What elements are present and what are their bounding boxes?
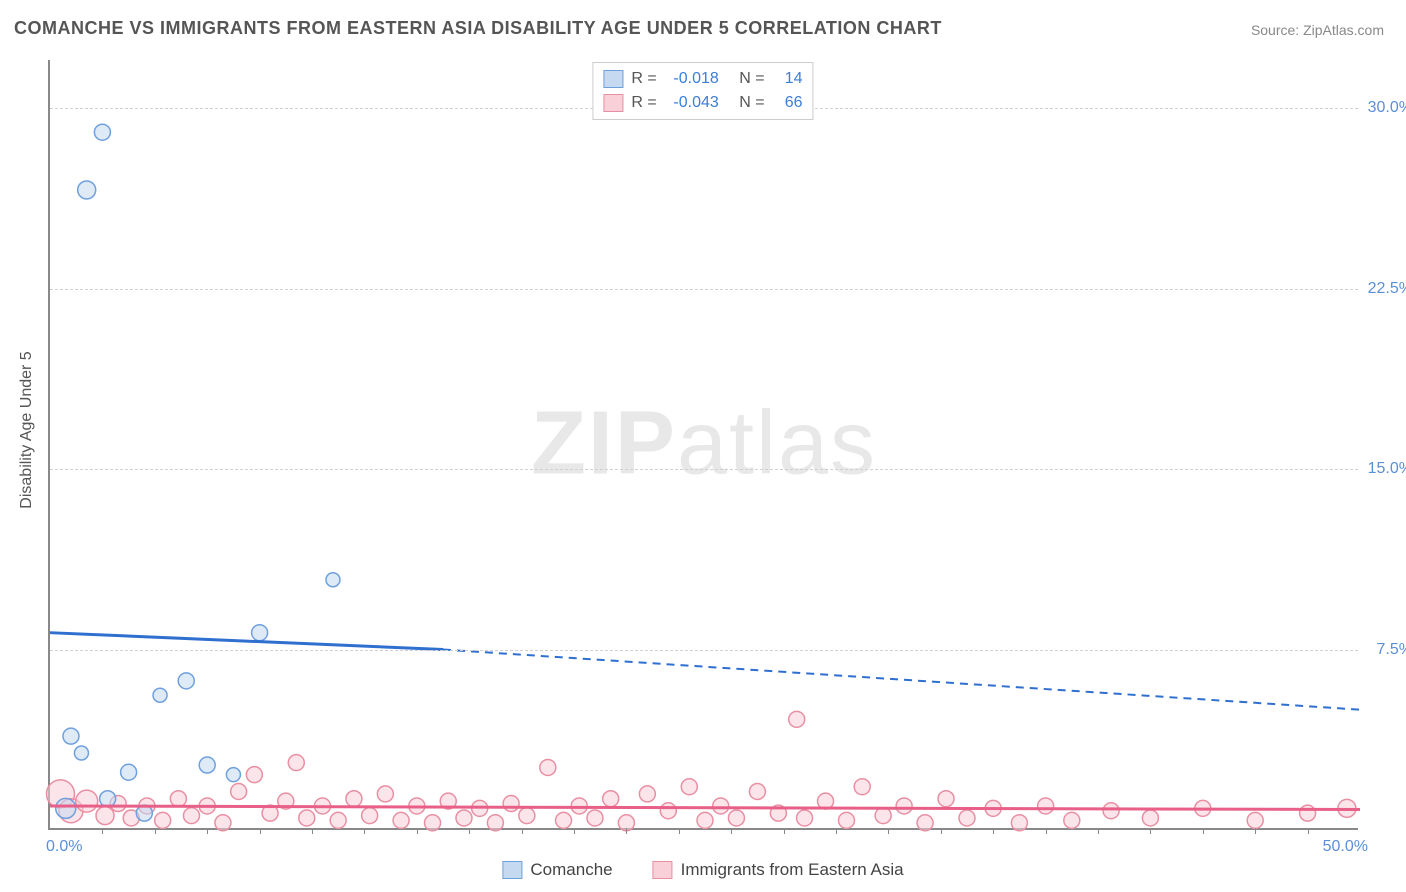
- x-minor-tick: [1046, 828, 1047, 834]
- n-value-1: 14: [773, 67, 803, 91]
- x-tick-left: 0.0%: [46, 838, 82, 856]
- x-minor-tick: [784, 828, 785, 834]
- plot-svg: [50, 60, 1358, 828]
- legend-swatch-1: [502, 861, 522, 879]
- legend-item-1: Comanche: [502, 860, 612, 880]
- r-label-1: R =: [631, 67, 656, 91]
- x-minor-tick: [626, 828, 627, 834]
- stats-row-2: R = -0.043 N = 66: [603, 91, 802, 115]
- gridline: [50, 650, 1358, 651]
- legend-item-2: Immigrants from Eastern Asia: [653, 860, 904, 880]
- y-tick-label: 15.0%: [1368, 460, 1406, 478]
- r-label-2: R =: [631, 91, 656, 115]
- stats-row-1: R = -0.018 N = 14: [603, 67, 802, 91]
- x-minor-tick: [1255, 828, 1256, 834]
- x-minor-tick: [731, 828, 732, 834]
- plot-area: ZIPatlas 0.0% 50.0% 7.5%15.0%22.5%30.0%: [48, 60, 1358, 830]
- x-minor-tick: [1098, 828, 1099, 834]
- x-minor-tick: [836, 828, 837, 834]
- x-tick-right: 50.0%: [1323, 838, 1368, 856]
- x-minor-tick: [260, 828, 261, 834]
- x-minor-tick: [1308, 828, 1309, 834]
- x-minor-tick: [574, 828, 575, 834]
- x-minor-tick: [1150, 828, 1151, 834]
- legend-label-2: Immigrants from Eastern Asia: [681, 860, 904, 880]
- x-minor-tick: [155, 828, 156, 834]
- gridline: [50, 289, 1358, 290]
- x-minor-tick: [993, 828, 994, 834]
- source-label: Source: ZipAtlas.com: [1251, 22, 1384, 38]
- x-minor-tick: [888, 828, 889, 834]
- x-minor-tick: [679, 828, 680, 834]
- swatch-series1: [603, 70, 623, 88]
- y-tick-label: 22.5%: [1368, 280, 1406, 298]
- n-value-2: 66: [773, 91, 803, 115]
- bottom-legend: Comanche Immigrants from Eastern Asia: [502, 860, 903, 880]
- x-minor-tick: [207, 828, 208, 834]
- stats-box: R = -0.018 N = 14 R = -0.043 N = 66: [592, 62, 813, 120]
- y-axis-title: Disability Age Under 5: [18, 351, 36, 508]
- r-value-2: -0.043: [665, 91, 719, 115]
- swatch-series2: [603, 94, 623, 112]
- n-label-2: N =: [739, 91, 764, 115]
- n-label-1: N =: [739, 67, 764, 91]
- y-tick-label: 7.5%: [1377, 641, 1406, 659]
- x-minor-tick: [364, 828, 365, 834]
- x-minor-tick: [417, 828, 418, 834]
- legend-label-1: Comanche: [530, 860, 612, 880]
- x-minor-tick: [522, 828, 523, 834]
- x-minor-tick: [469, 828, 470, 834]
- x-minor-tick: [102, 828, 103, 834]
- r-value-1: -0.018: [665, 67, 719, 91]
- y-tick-label: 30.0%: [1368, 99, 1406, 117]
- x-minor-tick: [1203, 828, 1204, 834]
- chart-container: COMANCHE VS IMMIGRANTS FROM EASTERN ASIA…: [0, 0, 1406, 892]
- legend-swatch-2: [653, 861, 673, 879]
- x-minor-tick: [941, 828, 942, 834]
- x-minor-tick: [312, 828, 313, 834]
- gridline: [50, 469, 1358, 470]
- chart-title: COMANCHE VS IMMIGRANTS FROM EASTERN ASIA…: [14, 18, 942, 39]
